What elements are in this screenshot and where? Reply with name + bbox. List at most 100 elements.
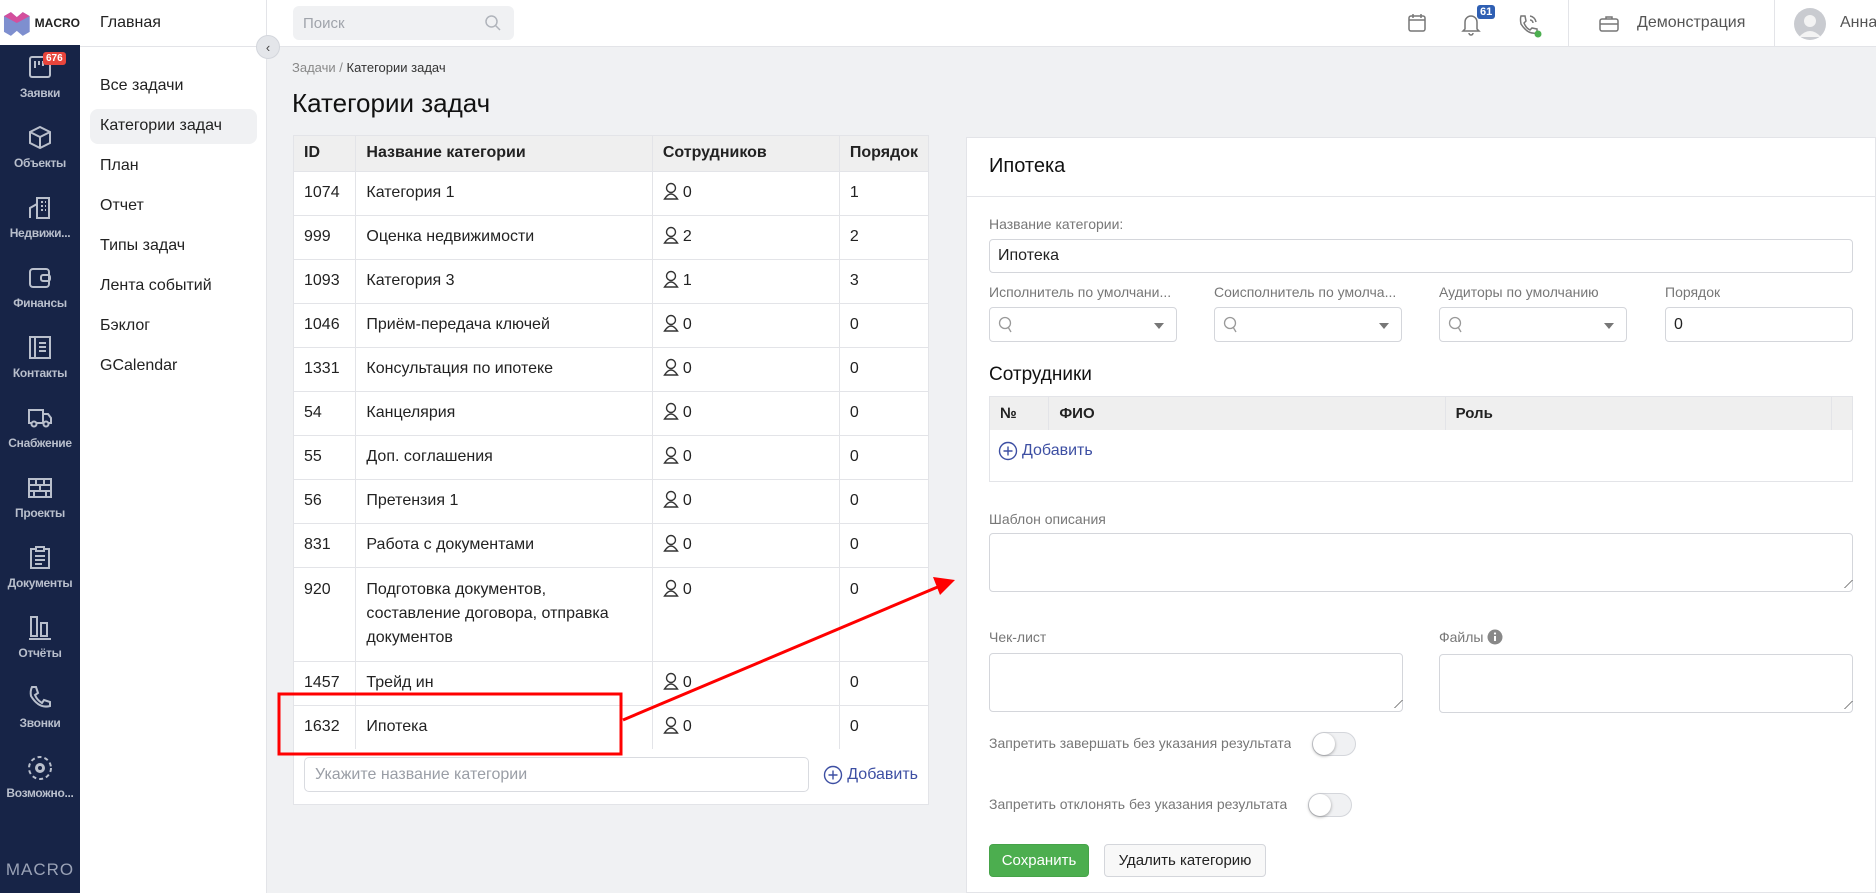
resize-handle[interactable] <box>1837 580 1853 588</box>
search-input[interactable]: Поиск <box>293 6 514 40</box>
category-name-input[interactable]: Ипотека <box>989 239 1853 273</box>
subnav-item[interactable]: Отчет <box>100 197 144 214</box>
rail-item-3[interactable]: Недвижи... <box>0 194 80 260</box>
table-row[interactable]: 831 Работа с документами 0 0 <box>294 522 928 567</box>
toggle-forbid-reject[interactable] <box>1308 793 1352 817</box>
workspace-switcher[interactable]: Демонстрация <box>1637 14 1746 31</box>
calendar-icon[interactable] <box>1406 12 1428 34</box>
cell-order: 0 <box>839 434 928 479</box>
files-label: Файлы <box>1439 629 1484 645</box>
collapse-sidebar-button[interactable]: ‹ <box>256 35 280 59</box>
table-row[interactable]: 1457 Трейд ин 0 0 <box>294 660 928 705</box>
table-row[interactable]: 55 Доп. соглашения 0 0 <box>294 434 928 479</box>
template-textarea[interactable] <box>989 533 1853 592</box>
add-employee-label: Добавить <box>1022 442 1093 459</box>
plus-circle-icon <box>824 765 843 784</box>
user-avatar[interactable] <box>1794 8 1826 40</box>
rail-item-label: Снабжение <box>8 436 72 450</box>
phone-status-icon[interactable] <box>1516 12 1542 40</box>
column-header-name[interactable]: Название категории <box>355 136 653 171</box>
table-row[interactable]: 1632 Ипотека 0 0 <box>294 704 928 749</box>
column-header-order[interactable]: Порядок <box>839 136 928 171</box>
rail-item-label: Объекты <box>13 156 67 170</box>
cell-order: 0 <box>839 302 928 347</box>
subnav-item[interactable]: Типы задач <box>100 237 186 254</box>
rail-item-4[interactable]: Финансы <box>0 264 80 330</box>
coexecutor-select[interactable] <box>1214 307 1402 342</box>
new-category-input[interactable] <box>304 757 810 792</box>
user-name[interactable]: Анна <box>1840 14 1876 31</box>
person-icon <box>663 226 679 244</box>
order-input[interactable]: 0 <box>1665 307 1853 342</box>
cell-staff: 0 <box>652 704 840 749</box>
person-icon <box>663 270 679 288</box>
table-row[interactable]: 56 Претензия 1 0 0 <box>294 478 928 523</box>
employees-heading: Сотрудники <box>989 364 1092 385</box>
add-category-button[interactable]: Добавить <box>823 765 918 785</box>
rail-item-9[interactable]: Отчёты <box>0 614 80 680</box>
resize-handle[interactable] <box>1387 700 1403 708</box>
staff-count: 0 <box>682 316 692 333</box>
table-row[interactable]: 1331 Консультация по ипотеке 0 0 <box>294 346 928 391</box>
breadcrumb: Задачи / Категории задач <box>292 60 446 75</box>
rail-item-5[interactable]: Контакты <box>0 334 80 400</box>
subnav-item[interactable]: GCalendar <box>100 357 178 374</box>
rail-item-label: Финансы <box>13 296 67 310</box>
bar-chart-icon <box>29 616 51 640</box>
rail-item-8[interactable]: Документы <box>0 544 80 610</box>
table-row[interactable]: 1093 Категория 3 1 3 <box>294 258 928 303</box>
table-row[interactable]: 1074 Категория 1 0 1 <box>294 170 928 215</box>
auditors-select[interactable] <box>1439 307 1627 342</box>
subnav-item[interactable]: Все задачи <box>100 77 184 94</box>
column-header-id[interactable]: ID <box>294 136 357 171</box>
breadcrumb-parent[interactable]: Задачи <box>292 60 336 75</box>
checklist-textarea[interactable] <box>989 653 1403 712</box>
rail-item-label: Недвижи... <box>9 226 71 240</box>
rail-item-7[interactable]: Проекты <box>0 474 80 540</box>
table-row[interactable]: 1046 Приём-передача ключей 0 0 <box>294 302 928 347</box>
subnav-header[interactable]: Главная <box>80 0 266 47</box>
rail-item-label: Заявки <box>19 86 61 100</box>
rail-item-label: Документы <box>7 576 73 590</box>
rail-item-2[interactable]: Объекты <box>0 124 80 190</box>
arrow-head-icon <box>933 577 955 595</box>
staff-count: 0 <box>682 580 692 598</box>
cell-order: 2 <box>839 214 928 259</box>
save-button[interactable]: Сохранить <box>989 844 1089 877</box>
resize-handle[interactable] <box>1837 701 1853 709</box>
person-icon <box>663 358 679 376</box>
person-icon <box>663 717 679 734</box>
logo[interactable]: MACRO <box>0 0 80 45</box>
table-row[interactable]: 54 Канцелярия 0 0 <box>294 390 928 435</box>
rail-item-6[interactable]: Снабжение <box>0 404 80 470</box>
table-row[interactable]: 920 Подготовка документов, составление до… <box>294 566 928 661</box>
phone-icon <box>29 686 51 708</box>
rail-item-1[interactable]: Заявки 676 <box>0 52 80 120</box>
rail-item-11[interactable]: Возможно... <box>0 754 80 820</box>
cell-name: Приём-передача ключей <box>355 302 653 347</box>
cube-icon <box>29 125 51 150</box>
cell-order: 0 <box>839 566 928 661</box>
subnav-item[interactable]: Бэклог <box>100 317 151 334</box>
staff-count: 0 <box>682 492 692 509</box>
column-header-staff[interactable]: Сотрудников <box>652 136 840 171</box>
subnav-item[interactable]: План <box>100 157 139 174</box>
toggle-forbid-complete[interactable] <box>1312 732 1356 756</box>
building-icon <box>29 197 50 219</box>
files-textarea[interactable] <box>1439 654 1853 713</box>
info-icon[interactable] <box>1487 629 1503 645</box>
table-row[interactable]: 999 Оценка недвижимости 2 2 <box>294 214 928 259</box>
bell-icon[interactable] <box>1460 12 1482 36</box>
truck-icon <box>28 409 52 428</box>
subnav-item[interactable]: Категории задач <box>90 109 257 144</box>
delete-category-button[interactable]: Удалить категорию <box>1104 844 1266 877</box>
rail-item-10[interactable]: Звонки <box>0 684 80 750</box>
cell-name: Претензия 1 <box>355 478 653 523</box>
macro-logo-icon <box>3 11 30 36</box>
executor-select[interactable] <box>989 307 1177 342</box>
cell-name: Работа с документами <box>355 522 653 567</box>
add-employee-button[interactable]: Добавить <box>998 441 1093 461</box>
person-icon <box>663 490 679 508</box>
caret-down-icon <box>1154 323 1164 329</box>
subnav-item[interactable]: Лента событий <box>100 277 212 294</box>
